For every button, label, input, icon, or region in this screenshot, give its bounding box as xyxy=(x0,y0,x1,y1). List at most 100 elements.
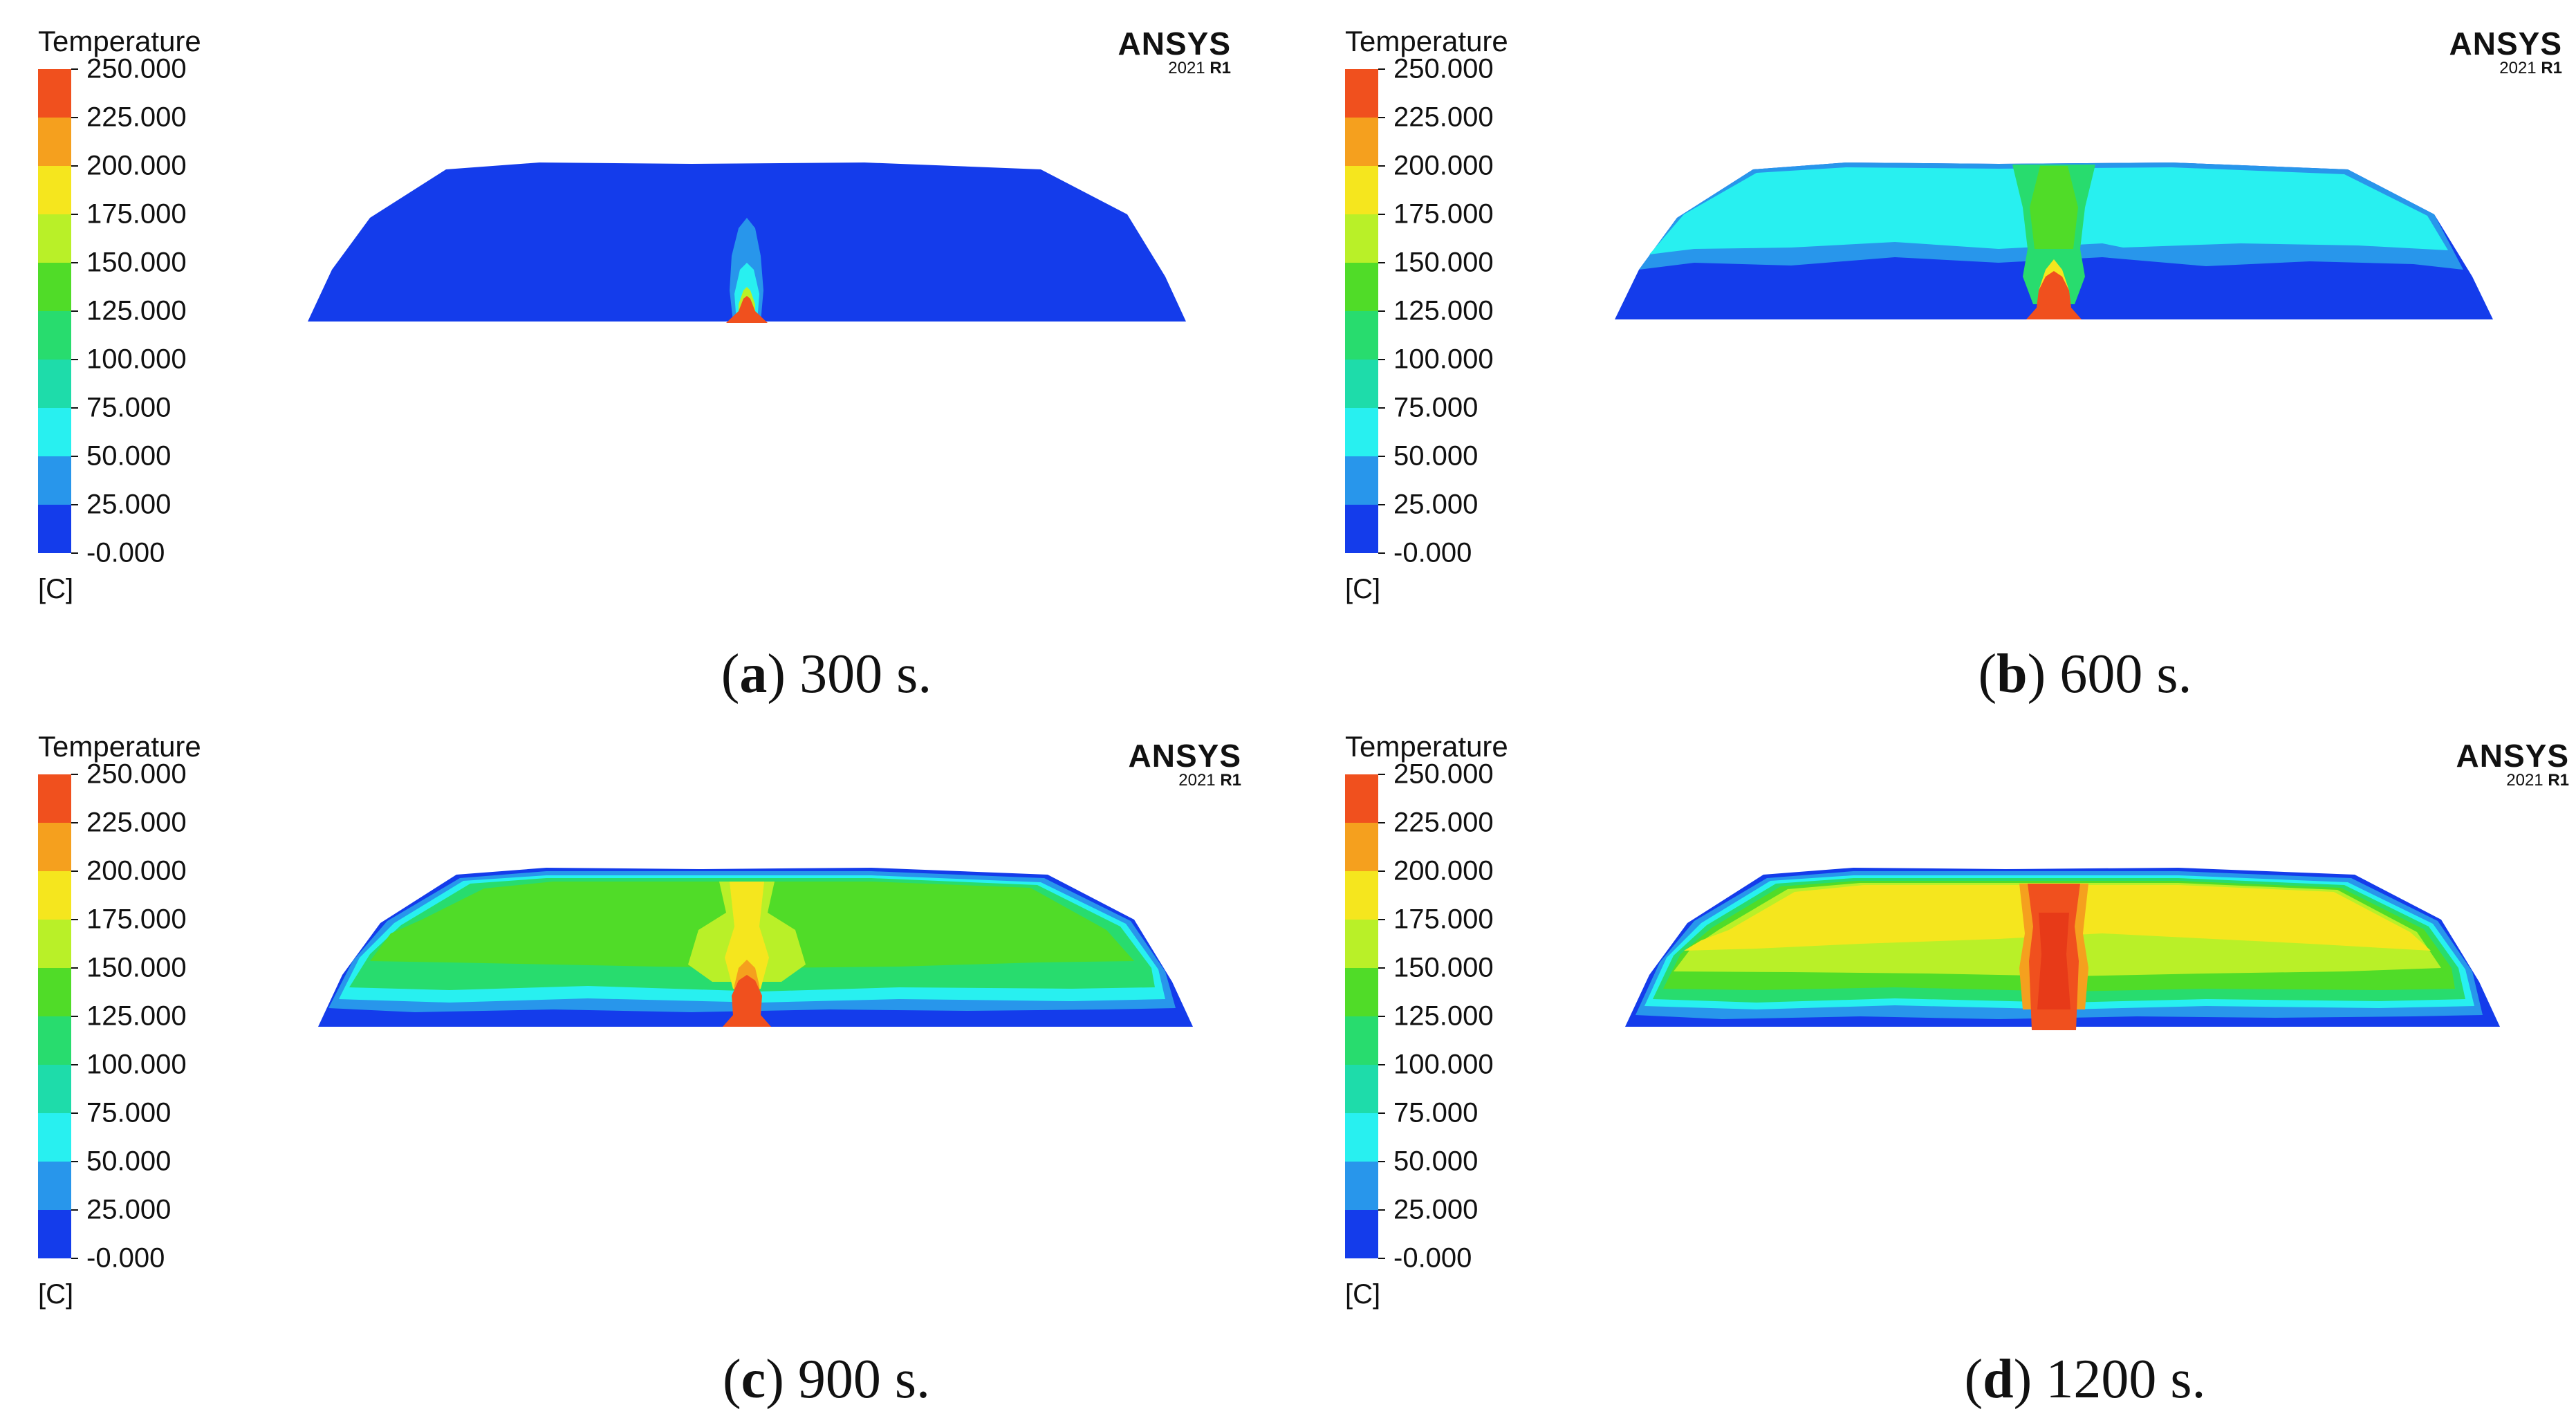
legend-tick xyxy=(71,504,78,505)
legend-tick xyxy=(71,359,78,360)
legend-value-label: -0.000 xyxy=(1393,1242,1472,1274)
legend-tick xyxy=(1378,262,1385,263)
legend-tick xyxy=(1378,967,1385,969)
legend-color-segment xyxy=(38,456,71,505)
temperature-contour-900s xyxy=(318,868,1193,1027)
legend-color-segment xyxy=(38,118,71,166)
legend-value-label: 125.000 xyxy=(1393,1000,1494,1032)
legend-value-label: 225.000 xyxy=(1393,807,1494,838)
legend-color-segment xyxy=(38,263,71,311)
legend-value-label: 75.000 xyxy=(86,392,172,423)
panel-a: Temperature [C] ANSYS 2021 R1 (a) 300 s.… xyxy=(0,0,1300,705)
legend-color-segment xyxy=(1345,968,1378,1016)
legend-tick xyxy=(71,1209,78,1211)
legend-tick xyxy=(1378,1161,1385,1162)
legend-tick xyxy=(71,919,78,920)
legend-color-segment xyxy=(1345,311,1378,360)
legend-value-label: 75.000 xyxy=(1393,392,1479,423)
legend-tick xyxy=(71,117,78,118)
legend-tick xyxy=(71,1112,78,1114)
legend-value-label: 150.000 xyxy=(1393,247,1494,278)
legend-tick xyxy=(1378,1016,1385,1017)
legend-color-segment xyxy=(1345,69,1378,118)
legend-color-segment xyxy=(38,1065,71,1113)
legend-value-label: 50.000 xyxy=(86,1146,172,1177)
ansys-logo: ANSYS 2021 R1 xyxy=(2449,26,2562,77)
legend-color-segment xyxy=(38,968,71,1016)
temperature-contour-600s xyxy=(1615,162,2493,319)
legend-color-segment xyxy=(1345,214,1378,263)
legend-color-segment xyxy=(1345,263,1378,311)
legend-value-label: 50.000 xyxy=(1393,440,1479,472)
legend-value-label: 75.000 xyxy=(1393,1097,1479,1128)
legend-value-label: 225.000 xyxy=(86,102,187,133)
legend-tick xyxy=(1378,117,1385,118)
legend-color-segment xyxy=(1345,920,1378,968)
legend-title: Temperature xyxy=(1345,25,1508,57)
legend-tick xyxy=(1378,552,1385,554)
legend-tick xyxy=(1378,870,1385,872)
legend-tick xyxy=(1378,1209,1385,1211)
legend-value-label: -0.000 xyxy=(86,537,165,568)
legend-tick xyxy=(71,822,78,823)
legend-color-segment xyxy=(38,823,71,871)
legend-color-segment xyxy=(1345,1065,1378,1113)
legend-value-label: 125.000 xyxy=(86,1000,187,1032)
legend-color-segment xyxy=(1345,1113,1378,1162)
caption-b: (b) 600 s. xyxy=(1978,644,2192,705)
legend-color-segment xyxy=(1345,456,1378,505)
legend-value-label: 150.000 xyxy=(86,952,187,983)
legend-color-bar xyxy=(1345,69,1378,553)
legend-tick xyxy=(71,870,78,872)
legend-color-segment xyxy=(38,408,71,456)
legend-value-label: 100.000 xyxy=(86,344,187,375)
legend-color-segment xyxy=(38,214,71,263)
legend-tick xyxy=(71,310,78,312)
legend-color-segment xyxy=(38,166,71,214)
legend-color-segment xyxy=(1345,871,1378,920)
legend-tick xyxy=(1378,822,1385,823)
legend-tick xyxy=(71,262,78,263)
legend-tick xyxy=(1378,359,1385,360)
legend-tick xyxy=(71,214,78,215)
legend-value-label: 175.000 xyxy=(86,904,187,935)
legend-tick xyxy=(1378,214,1385,215)
legend-tick xyxy=(1378,919,1385,920)
caption-d: (d) 1200 s. xyxy=(1964,1349,2206,1410)
legend-unit: [C] xyxy=(1345,574,1381,604)
legend-color-segment xyxy=(38,1113,71,1162)
temperature-contour-1200s xyxy=(1625,868,2500,1030)
ansys-logo: ANSYS 2021 R1 xyxy=(1118,26,1231,77)
legend-value-label: 100.000 xyxy=(1393,1049,1494,1080)
legend-value-label: 250.000 xyxy=(86,758,187,790)
legend-color-segment xyxy=(38,311,71,360)
legend-value-label: 225.000 xyxy=(1393,102,1494,133)
legend-color-segment xyxy=(1345,1210,1378,1258)
legend-color-segment xyxy=(1345,1162,1378,1210)
legend-value-label: 175.000 xyxy=(86,198,187,230)
legend-title: Temperature xyxy=(38,730,201,763)
legend-tick xyxy=(71,456,78,457)
legend-color-segment xyxy=(38,774,71,823)
legend-value-label: 25.000 xyxy=(86,489,172,520)
legend-value-label: -0.000 xyxy=(1393,537,1472,568)
ansys-logo: ANSYS 2021 R1 xyxy=(2456,738,2569,790)
legend-color-segment xyxy=(38,360,71,408)
legend-color-segment xyxy=(1345,505,1378,553)
panel-d: Temperature [C] ANSYS 2021 R1 (d) 1200 s… xyxy=(1307,705,2576,1410)
legend-value-label: 150.000 xyxy=(1393,952,1494,983)
legend-tick xyxy=(71,1258,78,1259)
legend-value-label: 25.000 xyxy=(1393,489,1479,520)
legend-value-label: 250.000 xyxy=(1393,53,1494,84)
legend-value-label: -0.000 xyxy=(86,1242,165,1274)
legend-color-bar xyxy=(1345,774,1378,1258)
legend-value-label: 200.000 xyxy=(86,855,187,886)
legend-value-label: 25.000 xyxy=(86,1194,172,1225)
legend-tick xyxy=(1378,1258,1385,1259)
legend-value-label: 150.000 xyxy=(86,247,187,278)
legend-color-segment xyxy=(38,871,71,920)
legend-color-segment xyxy=(1345,774,1378,823)
legend-value-label: 200.000 xyxy=(86,150,187,181)
legend-color-segment xyxy=(38,1162,71,1210)
legend-tick xyxy=(1378,456,1385,457)
